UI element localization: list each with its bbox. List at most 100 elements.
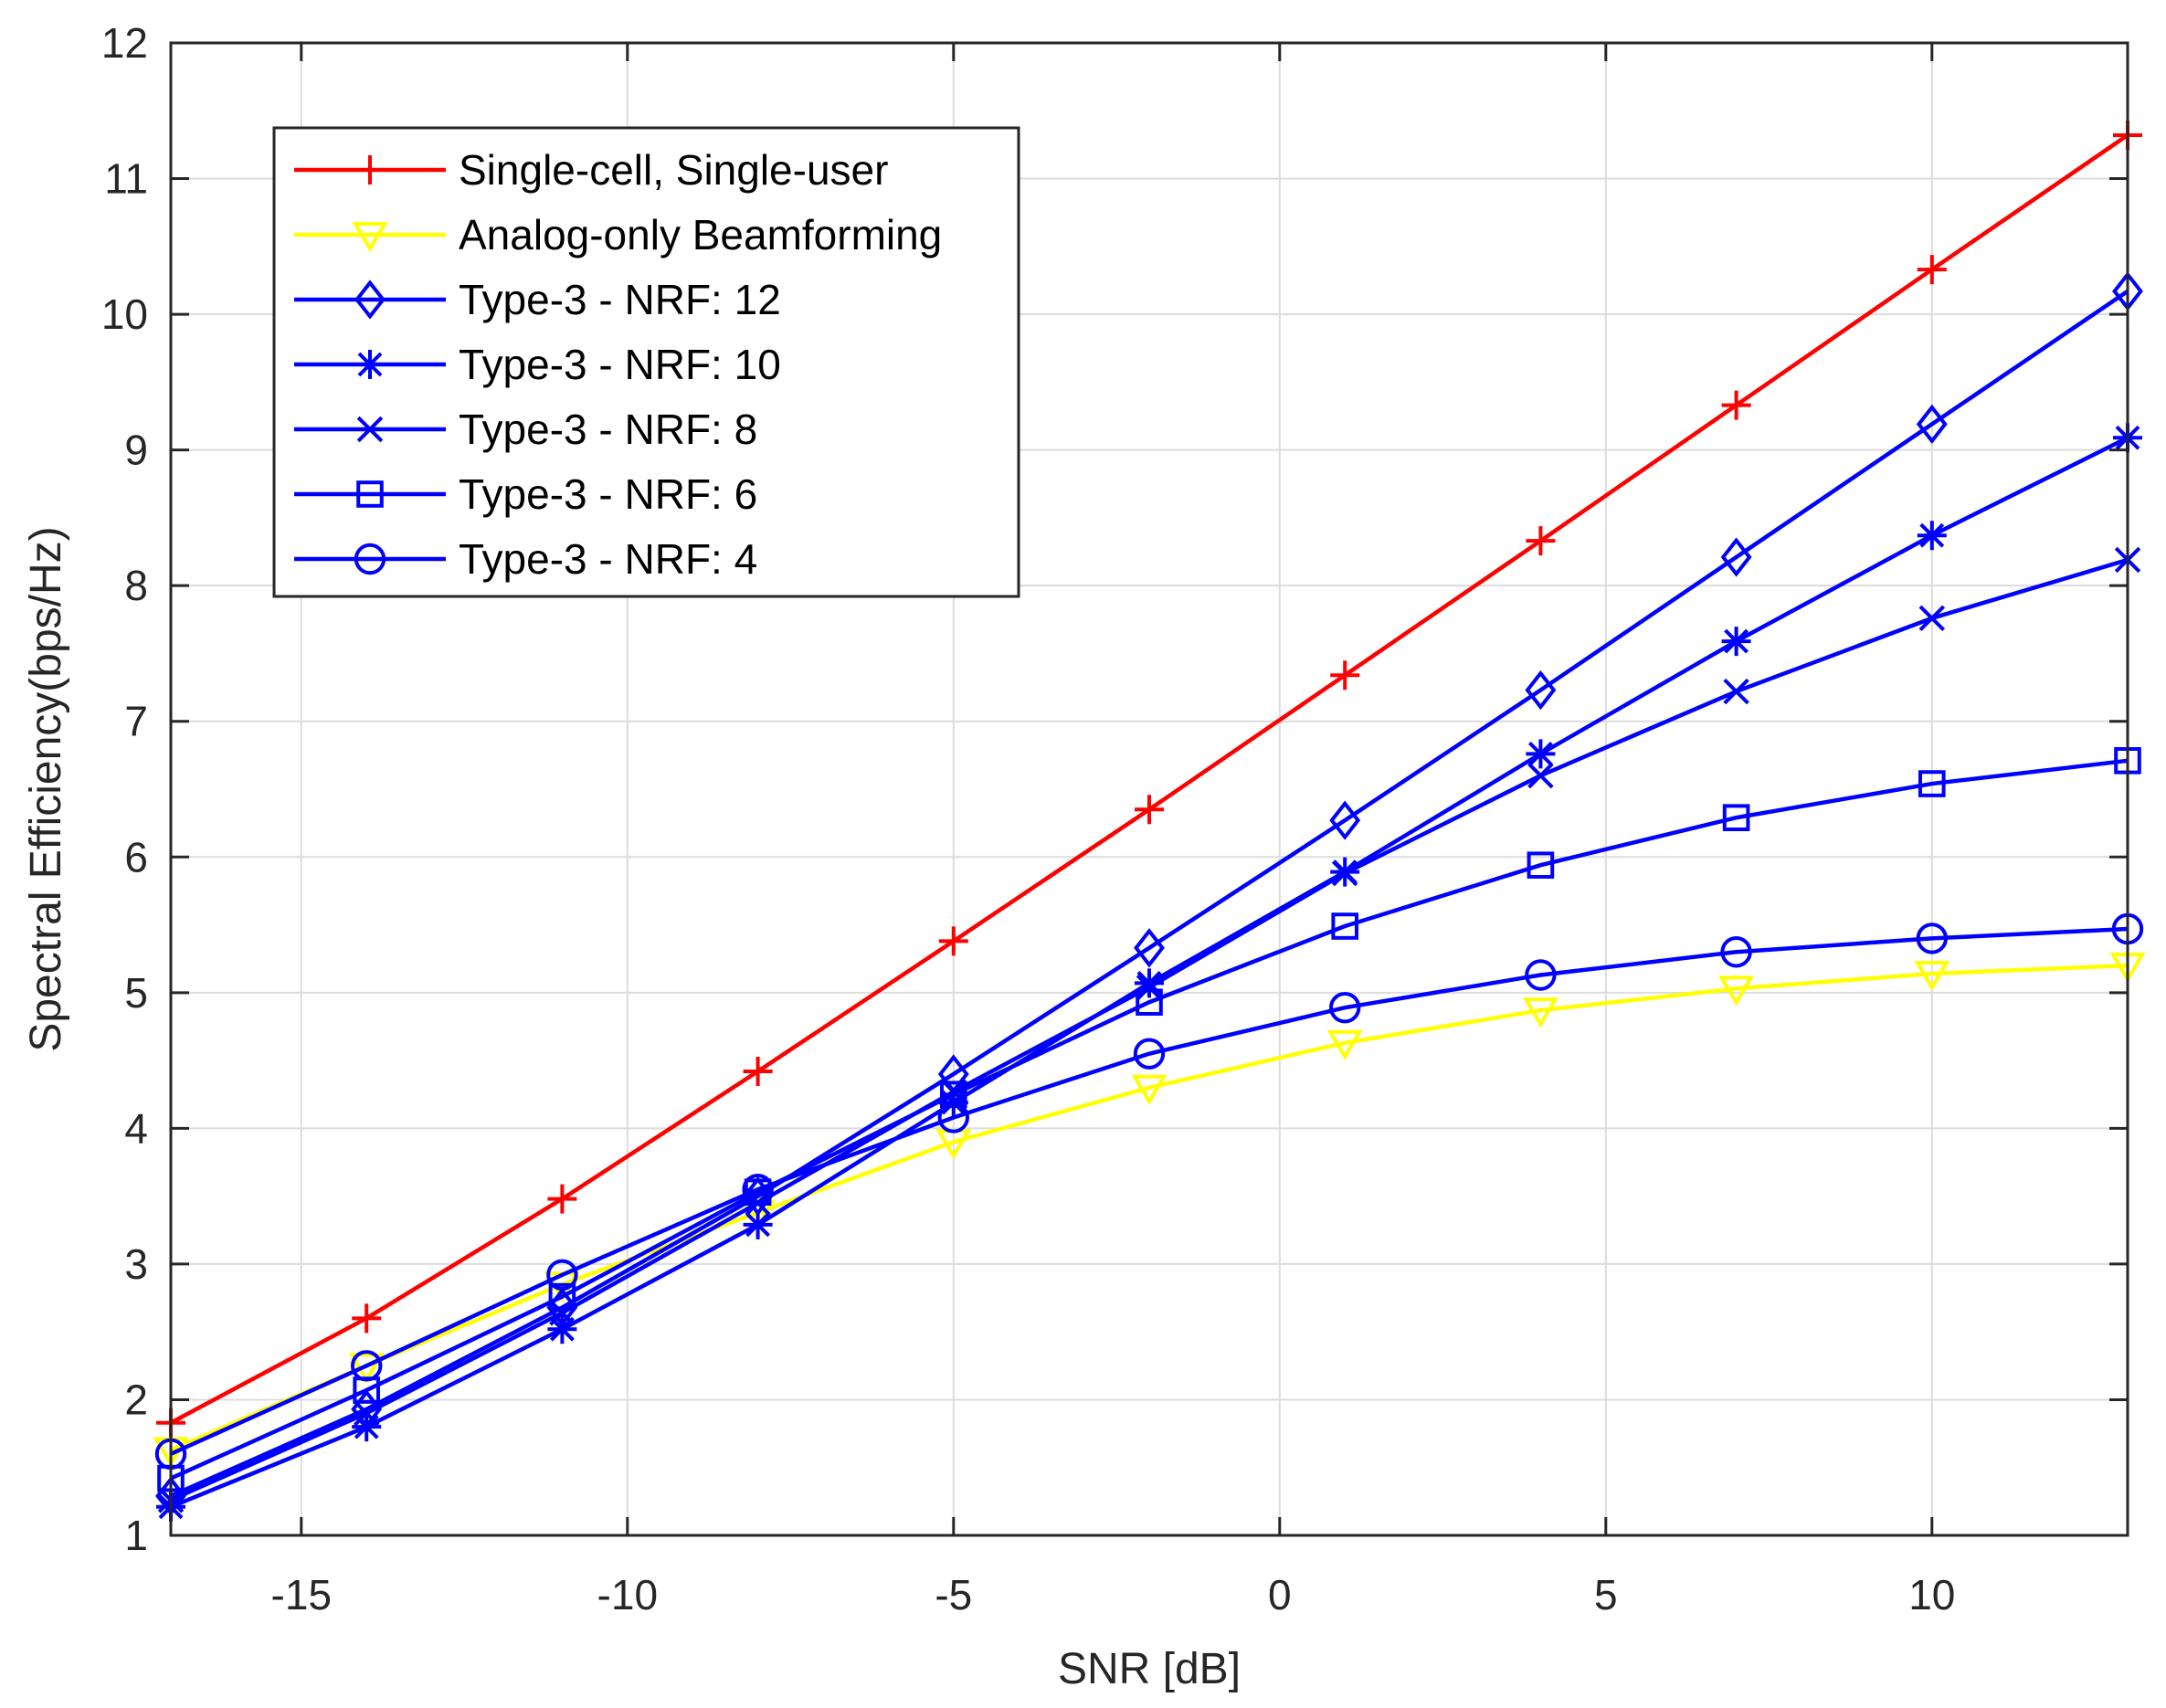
data-point-circle bbox=[1525, 959, 1557, 991]
data-point-plus bbox=[1526, 526, 1556, 556]
data-point-triangle bbox=[1718, 975, 1755, 1007]
data-point-plus bbox=[352, 1303, 382, 1334]
y-tick-label: 4 bbox=[124, 1104, 148, 1152]
legend-label: Type-3 - NRF: 6 bbox=[459, 470, 757, 518]
data-point-circle bbox=[354, 543, 386, 575]
y-tick-label: 8 bbox=[124, 562, 148, 609]
data-point-diamond bbox=[1525, 669, 1557, 711]
series-line bbox=[170, 758, 2129, 1481]
data-point-circle bbox=[1916, 923, 1949, 954]
data-point-square bbox=[1136, 988, 1163, 1017]
data-point-circle bbox=[742, 1174, 774, 1206]
data-point-plus bbox=[1135, 795, 1164, 825]
series-4 bbox=[157, 546, 2141, 1513]
data-point-asterisk bbox=[352, 1412, 382, 1442]
data-point-asterisk bbox=[547, 1314, 577, 1344]
data-point-asterisk bbox=[1721, 627, 1751, 657]
x-tick-label: 5 bbox=[1594, 1571, 1618, 1618]
data-point-square bbox=[1331, 912, 1359, 940]
legend-item: Type-3 - NRF: 8 bbox=[294, 406, 757, 453]
legend-label: Type-3 - NRF: 4 bbox=[459, 535, 757, 583]
series-line bbox=[170, 289, 2129, 1498]
legend-box bbox=[272, 126, 1020, 598]
plot-frame bbox=[169, 41, 2129, 1537]
data-point-square bbox=[940, 1081, 967, 1109]
data-point-triangle bbox=[1131, 1074, 1168, 1105]
legend: Single-cell, Single-user Analog-only Beam… bbox=[272, 126, 1020, 598]
data-point-plus bbox=[1721, 390, 1751, 420]
data-point-asterisk bbox=[1917, 521, 1947, 551]
y-tick-label: 6 bbox=[124, 833, 148, 880]
data-point-circle bbox=[1133, 1038, 1166, 1070]
data-point-diamond bbox=[1720, 537, 1752, 577]
data-point-diamond bbox=[354, 279, 386, 320]
data-point-asterisk bbox=[1526, 739, 1556, 769]
data-point-square bbox=[356, 480, 384, 508]
y-tick-label: 7 bbox=[124, 698, 148, 745]
legend-item: Type-3 - NRF: 12 bbox=[294, 276, 781, 323]
data-point-triangle bbox=[1326, 1029, 1363, 1060]
x-tick-label: 0 bbox=[1268, 1571, 1292, 1618]
data-point-diamond bbox=[1329, 800, 1361, 840]
data-point-square bbox=[1722, 804, 1750, 831]
legend-label: Type-3 - NRF: 12 bbox=[459, 276, 781, 323]
data-point-plus bbox=[938, 926, 968, 956]
y-tick-label: 10 bbox=[101, 290, 148, 338]
x-tick-label: -15 bbox=[271, 1571, 332, 1618]
legend-label: Single-cell, Single-user bbox=[459, 146, 888, 194]
legend-label: Type-3 - NRF: 10 bbox=[459, 341, 781, 388]
series-group bbox=[153, 121, 2146, 1522]
data-point-x bbox=[1136, 974, 1163, 1001]
data-point-plus bbox=[1917, 255, 1947, 285]
legend-item: Type-3 - NRF: 10 bbox=[294, 341, 781, 388]
data-point-circle bbox=[351, 1350, 383, 1382]
data-point-circle bbox=[937, 1102, 970, 1133]
legend-item: Single-cell, Single-user bbox=[294, 146, 888, 194]
data-point-x bbox=[1723, 678, 1749, 705]
y-tick-label: 12 bbox=[101, 19, 148, 67]
data-point-plus bbox=[1330, 660, 1360, 691]
legend-label: Analog-only Beamforming bbox=[459, 211, 942, 258]
data-point-circle bbox=[1329, 991, 1361, 1024]
y-tick-label: 1 bbox=[124, 1512, 148, 1559]
data-point-square bbox=[1918, 770, 1946, 797]
data-point-plus bbox=[743, 1056, 773, 1086]
x-tick-label: 10 bbox=[1908, 1571, 1955, 1618]
legend-item: Type-3 - NRF: 4 bbox=[294, 535, 757, 583]
y-axis-label: Spectral Efficiency(bps/Hz) bbox=[22, 526, 70, 1051]
data-point-triangle bbox=[1914, 961, 1950, 992]
data-point-asterisk bbox=[743, 1209, 773, 1239]
data-point-asterisk bbox=[1135, 968, 1164, 998]
series-line bbox=[170, 963, 2129, 1452]
data-point-x bbox=[1918, 605, 1946, 632]
data-point-triangle bbox=[1522, 997, 1558, 1028]
data-point-x bbox=[1527, 762, 1554, 789]
legend-label: Type-3 - NRF: 8 bbox=[459, 406, 757, 453]
data-point-diamond bbox=[1134, 928, 1165, 968]
data-point-plus bbox=[355, 155, 385, 185]
y-tick-label: 9 bbox=[124, 427, 148, 474]
x-tick-label: -10 bbox=[597, 1571, 658, 1618]
data-point-x bbox=[356, 416, 384, 443]
data-point-triangle bbox=[352, 222, 388, 253]
data-point-circle bbox=[1720, 936, 1752, 968]
series-line bbox=[170, 926, 2129, 1456]
data-point-x bbox=[353, 1400, 380, 1427]
legend-item: Analog-only Beamforming bbox=[294, 211, 942, 258]
y-tick-label: 11 bbox=[104, 155, 148, 203]
x-axis-label: SNR [dB] bbox=[1058, 1645, 1241, 1693]
data-point-square bbox=[548, 1282, 576, 1311]
data-point-x bbox=[1331, 859, 1358, 887]
data-point-x bbox=[549, 1300, 576, 1326]
data-point-diamond bbox=[1916, 404, 1948, 445]
data-point-circle bbox=[546, 1259, 578, 1291]
x-tick-label: -5 bbox=[935, 1571, 972, 1618]
data-point-plus bbox=[547, 1184, 577, 1214]
data-point-square bbox=[1527, 851, 1555, 879]
y-tick-label: 3 bbox=[124, 1240, 148, 1288]
y-tick-label: 5 bbox=[124, 969, 148, 1017]
legend-item: Type-3 - NRF: 6 bbox=[294, 470, 757, 518]
y-tick-label: 2 bbox=[124, 1376, 148, 1423]
